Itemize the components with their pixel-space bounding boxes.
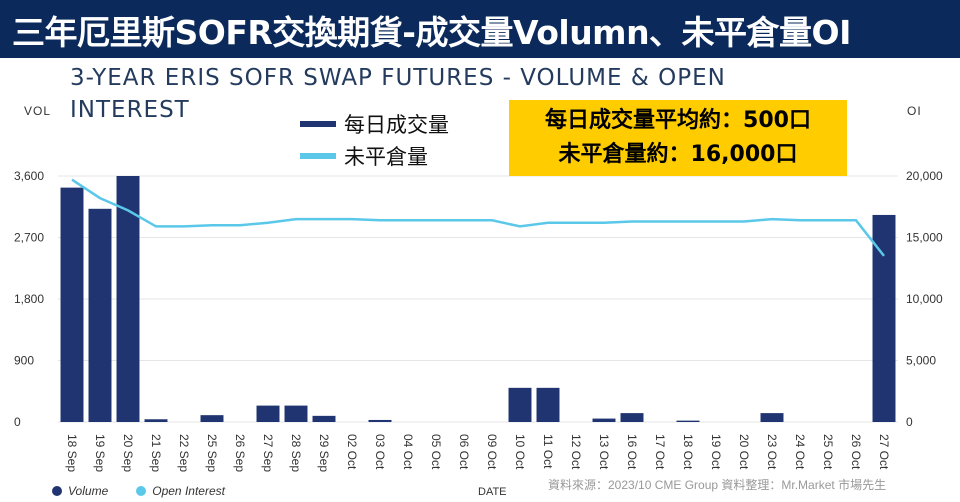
- left-tick-label: 1,800: [14, 292, 44, 306]
- legend-entry-oi: 未平倉量: [300, 140, 449, 172]
- x-axis-title: DATE: [478, 486, 507, 498]
- bottom-legend-volume-label: Volume: [68, 484, 109, 498]
- right-tick-label: 0: [906, 415, 913, 429]
- chart-title: 3-YEAR ERIS SOFR SWAP FUTURES - VOLUME &…: [70, 65, 726, 123]
- title-banner: 三年厄里斯SOFR交換期貨-成交量Volumn、未平倉量OI: [0, 0, 960, 58]
- right-tick-label: 20,000: [906, 169, 943, 183]
- x-tick-label: 06 Oct: [457, 434, 471, 470]
- right-tick-label: 15,000: [906, 231, 943, 245]
- right-tick-label: 10,000: [906, 292, 943, 306]
- callout-line-1: 每日成交量平均約：500口: [545, 108, 811, 133]
- x-tick-label: 11 Oct: [541, 434, 555, 469]
- volume-bar: [60, 187, 84, 422]
- volume-bar: [312, 415, 336, 422]
- x-tick-label: 17 Oct: [653, 434, 667, 470]
- x-tick-label: 27 Oct: [877, 434, 891, 470]
- open-interest-line: [71, 178, 885, 257]
- bottom-legend-oi-label: Open Interest: [152, 484, 225, 498]
- x-tick-label: 04 Oct: [401, 434, 415, 470]
- x-tick-label: 18 Sep: [65, 434, 79, 472]
- bottom-legend-volume: Volume: [52, 484, 108, 498]
- summary-callout: 每日成交量平均約：500口 未平倉量約：16,000口: [509, 100, 847, 176]
- x-tick-label: 13 Oct: [597, 434, 611, 470]
- oi-dot-icon: [136, 486, 147, 496]
- x-tick-label: 24 Oct: [793, 434, 807, 470]
- x-tick-label: 23 Oct: [765, 434, 779, 470]
- right-tick-label: 5,000: [906, 354, 936, 368]
- oi-swatch: [300, 153, 336, 159]
- volume-bar: [620, 413, 644, 422]
- x-tick-label: 19 Sep: [93, 434, 107, 472]
- x-tick-label: 20 Oct: [737, 434, 751, 470]
- source-note: 資料來源：2023/10 CME Group 資料整理：Mr.Market 市場…: [548, 478, 887, 492]
- left-tick-label: 3,600: [14, 169, 44, 183]
- x-tick-label: 21 Sep: [149, 434, 163, 472]
- bottom-legend-oi: Open Interest: [136, 484, 225, 498]
- legend-volume-label: 每日成交量: [344, 113, 449, 137]
- left-axis-label: VOL: [24, 104, 52, 118]
- legend-entry-volume: 每日成交量: [300, 108, 449, 140]
- x-tick-label: 16 Oct: [625, 434, 639, 470]
- volume-bar: [144, 419, 168, 422]
- x-tick-label: 25 Sep: [205, 434, 219, 472]
- left-tick-label: 2,700: [14, 231, 44, 245]
- volume-bar: [536, 387, 560, 422]
- top-legend: 每日成交量 未平倉量: [300, 108, 449, 172]
- x-tick-label: 19 Oct: [709, 434, 723, 470]
- volume-dot-icon: [52, 486, 62, 496]
- x-tick-label: 03 Oct: [373, 434, 387, 470]
- left-tick-label: 0: [14, 415, 21, 429]
- left-tick-label: 900: [14, 354, 34, 368]
- x-tick-label: 02 Oct: [345, 434, 359, 470]
- x-tick-label: 10 Oct: [513, 434, 527, 470]
- volume-bar: [88, 208, 112, 422]
- banner-title: 三年厄里斯SOFR交換期貨-成交量Volumn、未平倉量OI: [12, 13, 851, 52]
- volume-bar: [676, 420, 700, 422]
- x-tick-label: 27 Sep: [261, 434, 275, 472]
- volume-bar: [508, 387, 532, 422]
- x-tick-label: 28 Sep: [289, 434, 303, 472]
- x-tick-label: 25 Oct: [821, 434, 835, 470]
- x-tick-label: 22 Sep: [177, 434, 191, 472]
- volume-bar: [872, 214, 896, 422]
- volume-bar: [256, 405, 280, 422]
- volume-bar: [592, 418, 616, 422]
- x-tick-label: 29 Sep: [317, 434, 331, 472]
- x-tick-label: 26 Sep: [233, 434, 247, 472]
- callout-line-2: 未平倉量約：16,000口: [558, 142, 798, 167]
- volume-bar: [284, 405, 308, 422]
- volume-bar: [760, 413, 784, 422]
- x-tick-label: 26 Oct: [849, 434, 863, 470]
- right-axis-label: OI: [907, 104, 922, 118]
- bottom-legend: Volume Open Interest: [52, 484, 253, 498]
- volume-bar: [116, 176, 140, 422]
- x-tick-label: 05 Oct: [429, 434, 443, 470]
- x-tick-label: 12 Oct: [569, 434, 583, 470]
- x-tick-label: 18 Oct: [681, 434, 695, 470]
- legend-oi-label: 未平倉量: [344, 145, 428, 169]
- volume-swatch: [300, 121, 336, 127]
- volume-bar: [200, 415, 224, 422]
- x-tick-label: 09 Oct: [485, 434, 499, 470]
- volume-bar: [368, 419, 392, 422]
- x-tick-label: 20 Sep: [121, 434, 135, 472]
